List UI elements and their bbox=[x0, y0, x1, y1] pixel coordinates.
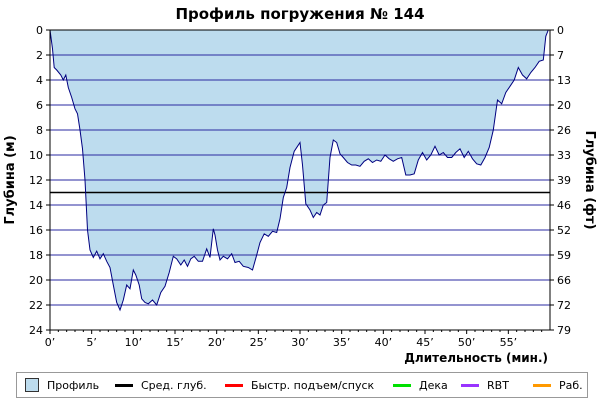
y-tick-label-right: 59 bbox=[557, 249, 571, 262]
legend-swatch-deco bbox=[393, 383, 411, 387]
x-tick-label: 0’ bbox=[45, 336, 56, 349]
chart-title: Профиль погружения № 144 bbox=[175, 5, 424, 23]
y-tick-label-left: 12 bbox=[29, 174, 43, 187]
legend-label-fast-ascent: Быстр. подъем/спуск bbox=[251, 378, 375, 392]
legend-item-fast-ascent: Быстр. подъем/спуск bbox=[225, 373, 374, 397]
x-tick-label: 35’ bbox=[333, 336, 351, 349]
x-tick-label: 45’ bbox=[416, 336, 434, 349]
y-tick-label-right: 26 bbox=[557, 124, 571, 137]
y-tick-label-left: 2 bbox=[36, 49, 43, 62]
y-tick-label-left: 10 bbox=[29, 149, 43, 162]
y-tick-label-right: 33 bbox=[557, 149, 571, 162]
y-axis-label-right: Глубина (фт) bbox=[582, 130, 597, 229]
y-tick-label-left: 0 bbox=[36, 24, 43, 37]
y-tick-label-left: 24 bbox=[29, 324, 43, 337]
x-tick-label: 40’ bbox=[375, 336, 393, 349]
y-tick-label-left: 16 bbox=[29, 224, 43, 237]
legend-swatch-profile bbox=[25, 378, 39, 392]
y-tick-label-left: 4 bbox=[36, 74, 43, 87]
legend-item-deco: Дека bbox=[393, 373, 448, 397]
y-tick-label-right: 20 bbox=[557, 99, 571, 112]
y-tick-label-right: 39 bbox=[557, 174, 571, 187]
y-tick-label-right: 52 bbox=[557, 224, 571, 237]
y-tick-label-left: 6 bbox=[36, 99, 43, 112]
legend-label-deco: Дека bbox=[419, 378, 448, 392]
legend-label-rbt: RBT bbox=[487, 378, 509, 392]
x-tick-label: 30’ bbox=[291, 336, 309, 349]
legend-label-profile: Профиль bbox=[47, 378, 100, 392]
x-tick-label: 55’ bbox=[500, 336, 518, 349]
y-tick-label-left: 20 bbox=[29, 274, 43, 287]
profile-area bbox=[50, 30, 549, 310]
legend-swatch-fast-ascent bbox=[225, 383, 243, 387]
legend-item-rbt: RBT bbox=[461, 373, 509, 397]
legend-swatch-rbt bbox=[461, 383, 479, 387]
y-tick-label-right: 79 bbox=[557, 324, 571, 337]
legend-label-work: Раб. bbox=[559, 378, 583, 392]
legend-swatch-avg-depth bbox=[115, 383, 133, 387]
y-axis-label-left: Глубина (м) bbox=[3, 135, 18, 224]
x-tick-label: 50’ bbox=[458, 336, 476, 349]
legend: Профиль Сред. глуб. Быстр. подъем/спуск … bbox=[16, 372, 588, 398]
dive-profile-chart: Профиль погружения № 144 024681012141618… bbox=[3, 5, 597, 365]
x-tick-label: 20’ bbox=[208, 336, 226, 349]
legend-item-work: Раб. bbox=[533, 373, 583, 397]
legend-item-avg-depth: Сред. глуб. bbox=[115, 373, 207, 397]
x-tick-label: 25’ bbox=[250, 336, 268, 349]
y-tick-label-right: 0 bbox=[557, 24, 564, 37]
legend-swatch-work bbox=[533, 383, 551, 387]
legend-item-profile: Профиль bbox=[25, 373, 99, 397]
x-tick-label: 15’ bbox=[166, 336, 184, 349]
y-tick-label-right: 13 bbox=[557, 74, 571, 87]
y-tick-label-left: 18 bbox=[29, 249, 43, 262]
profile-line bbox=[49, 29, 549, 312]
x-axis-label: Длительность (мин.) bbox=[404, 351, 548, 365]
y-tick-label-right: 66 bbox=[557, 274, 571, 287]
y-tick-label-right: 7 bbox=[557, 49, 564, 62]
x-tick-label: 10’ bbox=[125, 336, 143, 349]
y-tick-label-left: 14 bbox=[29, 199, 43, 212]
legend-label-avg-depth: Сред. глуб. bbox=[141, 378, 207, 392]
x-tick-label: 5’ bbox=[86, 336, 97, 349]
y-tick-label-right: 72 bbox=[557, 299, 571, 312]
y-tick-label-left: 8 bbox=[36, 124, 43, 137]
y-tick-label-right: 46 bbox=[557, 199, 571, 212]
y-tick-label-left: 22 bbox=[29, 299, 43, 312]
